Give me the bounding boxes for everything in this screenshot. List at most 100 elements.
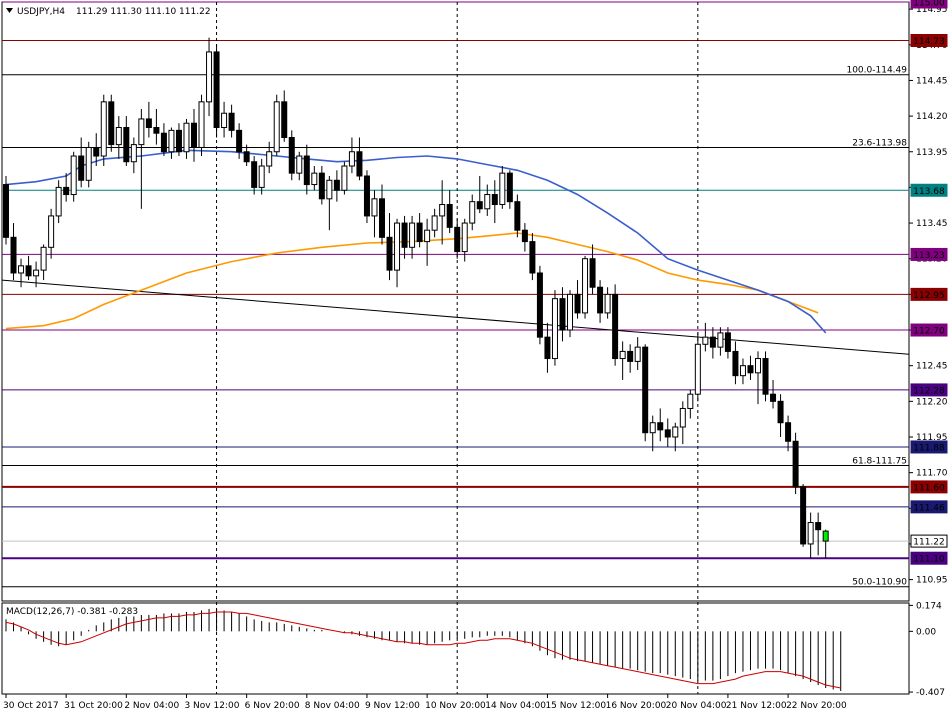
candle-body	[318, 172, 325, 200]
candle-body	[416, 222, 423, 243]
macd-tick-label: -0.407	[916, 688, 945, 698]
candle-body	[281, 101, 288, 138]
candle-body	[664, 429, 671, 438]
candle-body	[529, 241, 536, 274]
time-tick-label: 15 Nov 12:00	[545, 701, 606, 711]
ma-orange-line	[5, 232, 819, 330]
candle-body	[800, 486, 807, 545]
price-tag-label: 112.95	[913, 291, 945, 301]
price-tag	[910, 287, 948, 301]
candle-body	[333, 179, 340, 191]
time-tick-label: 31 Oct 20:00	[64, 701, 123, 711]
candle-body	[439, 204, 446, 217]
candle-body	[551, 298, 558, 360]
price-tag	[910, 440, 948, 454]
time-tick-label: 8 Nov 04:00	[305, 701, 360, 711]
candle-body	[341, 165, 348, 191]
time-axis: 30 Oct 2017 31 Oct 20:00 2 Nov 04:00 3 Nov …	[3, 694, 847, 711]
candle-body	[183, 122, 190, 153]
time-tick-label: 22 Nov 20:00	[786, 701, 847, 711]
price-tick-label: 114.95	[916, 5, 948, 15]
price-tag	[910, 480, 948, 494]
candle-body	[747, 365, 754, 374]
candle-body	[506, 172, 513, 203]
candle-body	[679, 407, 686, 428]
price-tag-label: 111.10	[913, 555, 945, 565]
candle-body	[649, 422, 656, 434]
candle-body	[55, 186, 62, 217]
candle-body	[386, 236, 393, 271]
price-tick-label: 113.45	[916, 219, 948, 229]
candle-body	[371, 198, 378, 217]
candle-body	[612, 293, 619, 360]
candle-body	[762, 358, 769, 395]
candle-body	[431, 215, 438, 231]
candle-body	[484, 194, 491, 210]
price-tag-label: 111.46	[913, 503, 945, 513]
candle-body	[454, 226, 461, 253]
candle-body	[521, 229, 528, 243]
candle-body	[18, 265, 25, 274]
price-tick-label: 110.95	[916, 576, 948, 586]
time-tick-label: 14 Nov 04:00	[485, 701, 546, 711]
price-tag	[910, 551, 948, 565]
candle-body	[10, 236, 17, 274]
candle-body	[85, 146, 92, 181]
candle-body	[604, 293, 611, 314]
candle-body	[694, 343, 701, 395]
candle-body	[724, 332, 731, 352]
candle-body	[785, 422, 792, 442]
price-tag	[910, 383, 948, 397]
price-tag	[910, 500, 948, 514]
candle-body	[559, 298, 566, 331]
candle-body	[273, 101, 280, 153]
candle-body	[130, 144, 137, 163]
candle-body	[25, 265, 32, 277]
candle-body	[619, 350, 626, 360]
candle-body	[266, 151, 273, 167]
candle-body	[78, 155, 85, 181]
candle-body	[717, 332, 724, 348]
time-tick-label: 20 Nov 04:00	[666, 701, 727, 711]
candle-body	[476, 201, 483, 210]
time-tick-label: 21 Nov 12:00	[726, 701, 787, 711]
candles	[3, 37, 829, 559]
candle-body	[446, 204, 453, 228]
candle-body	[807, 522, 814, 545]
candle-body	[491, 194, 498, 206]
candle-body	[296, 155, 303, 174]
price-tag	[910, 0, 948, 9]
candle-body	[198, 101, 205, 148]
time-tick-label: 16 Nov 20:00	[606, 701, 667, 711]
candle-body	[70, 155, 77, 196]
collapse-arrow-icon[interactable]	[6, 8, 13, 13]
candle-body	[822, 530, 829, 542]
candle-body	[409, 222, 416, 248]
time-tick-label: 2 Nov 04:00	[124, 701, 179, 711]
trendline-group	[1, 279, 910, 355]
candle-body	[514, 201, 521, 231]
candle-body	[100, 101, 107, 157]
candle-body	[634, 346, 641, 362]
time-tick-label: 9 Nov 12:00	[365, 701, 420, 711]
price-tag	[910, 183, 948, 197]
candle-body	[424, 229, 431, 243]
candle-body	[687, 393, 694, 409]
chart-title: USDJPY,H4	[17, 7, 65, 17]
fibo-label: 23.6-113.98	[852, 138, 907, 148]
ma-blue-line	[5, 149, 827, 334]
price-tick-label: 114.45	[916, 76, 948, 86]
candle-body	[213, 51, 220, 129]
price-tag-label: 113.23	[913, 251, 945, 261]
candle-body	[168, 129, 175, 153]
candle-body	[657, 422, 664, 431]
candle-body	[40, 246, 47, 271]
candle-body	[288, 136, 295, 174]
candle-body	[739, 365, 746, 377]
fibo-label: 100.0-114.49	[846, 66, 907, 76]
time-tick-label: 30 Oct 2017	[3, 701, 59, 711]
price-tick-label: 113.95	[916, 148, 948, 158]
fibo-label: 50.0-110.90	[852, 578, 907, 588]
candle-body	[582, 258, 589, 314]
